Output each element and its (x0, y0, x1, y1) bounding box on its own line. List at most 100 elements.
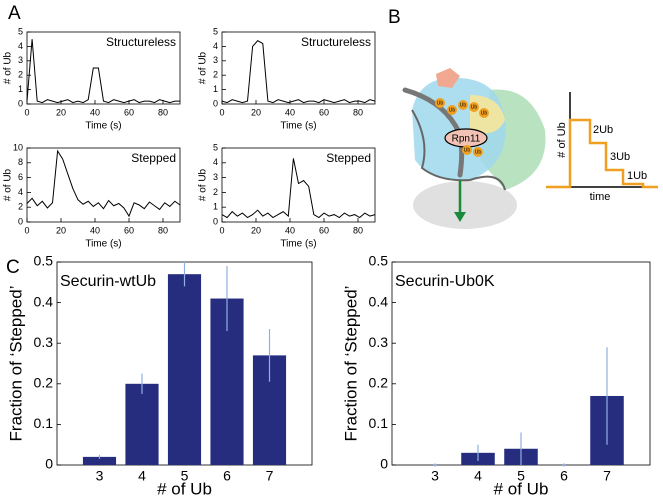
pink-subunit (436, 68, 460, 88)
x-tick-label: 0 (219, 107, 224, 117)
x-tick-label: 60 (319, 225, 329, 235)
ub-label: Ub (471, 104, 478, 110)
x-tick-label: 20 (56, 107, 66, 117)
y-tick-label: 0.5 (369, 253, 389, 269)
step-label: 2Ub (593, 124, 613, 136)
x-tick-label: 60 (124, 225, 134, 235)
trace-line (221, 158, 376, 219)
y-tick-label: 0 (213, 98, 218, 108)
plot-frame (221, 31, 376, 105)
x-tick-label: 60 (319, 107, 329, 117)
y-tick-label: 0.4 (34, 293, 54, 309)
y-tick-label: 0.3 (369, 334, 389, 350)
ub-circle (479, 108, 489, 118)
chart-label: Stepped (326, 151, 371, 165)
x-tick-label: 3 (431, 468, 439, 484)
y-tick-label: 4 (18, 41, 23, 51)
y-tick-label: 4 (213, 157, 218, 167)
y-tick-label: 5 (18, 26, 23, 36)
panel-label: B (388, 7, 401, 28)
x-axis-label: # of Ub (157, 479, 212, 496)
x-tick-label: 7 (603, 468, 611, 484)
ub-label: Ub (460, 102, 467, 108)
y-tick-label: 0.4 (369, 293, 389, 309)
y-axis-label: # of Ub (3, 51, 14, 84)
x-tick-label: 80 (353, 225, 363, 235)
y-axis-label: Fraction of ‘Stepped’ (6, 286, 25, 442)
x-tick-label: 7 (266, 468, 274, 484)
x-tick-label: 80 (353, 107, 363, 117)
x-tick-label: 80 (158, 107, 168, 117)
y-tick-label: 2 (213, 187, 218, 197)
y-tick-label: 0 (380, 456, 388, 472)
trace-line (26, 149, 181, 218)
x-axis-label: # of Ub (494, 479, 549, 496)
chart-label: Structureless (301, 35, 371, 49)
bar (125, 383, 159, 465)
y-tick-label: 0.2 (34, 375, 54, 391)
x-tick-label: 20 (56, 225, 66, 235)
y-tick-label: 5 (213, 26, 218, 36)
x-tick-label: 6 (560, 468, 568, 484)
ub-label: Ub (481, 110, 488, 116)
chart-label: Structureless (106, 35, 176, 49)
error-point (562, 463, 566, 467)
ub-circle (458, 100, 468, 110)
y-tick-label: 2 (18, 202, 23, 212)
step-trace (546, 118, 658, 189)
y-tick-label: 2 (18, 70, 23, 80)
y-axis-label: # of Ub (198, 168, 209, 201)
x-tick-label: 40 (285, 225, 295, 235)
y-tick-label: 6 (18, 172, 23, 182)
y-tick-label: 1 (18, 84, 23, 94)
x-axis-label: Time (s) (280, 121, 316, 132)
y-tick-label: 0 (18, 98, 23, 108)
ub-label: Ub (437, 100, 444, 106)
ub-circle (469, 102, 479, 112)
x-tick-label: 0 (24, 225, 29, 235)
chart-label: Securin-Ub0K (395, 273, 495, 290)
y-tick-label: 0 (213, 216, 218, 226)
x-tick-label: 5 (517, 468, 525, 484)
x-tick-label: 80 (158, 225, 168, 235)
x-tick-label: 6 (223, 468, 231, 484)
x-axis-label: time (590, 191, 611, 203)
y-axis-label: # of Ub (3, 168, 14, 201)
x-tick-label: 60 (124, 107, 134, 117)
chart-label: Securin-wtUb (60, 273, 156, 290)
x-axis-label: Time (s) (280, 239, 316, 250)
outline (411, 109, 506, 191)
substrate (402, 87, 465, 178)
x-axis-label: Time (s) (85, 239, 121, 250)
x-axis-label: Time (s) (85, 121, 121, 132)
y-axis-label: # of Ub (198, 51, 209, 84)
trace-line (221, 40, 376, 104)
step-label: 3Ub (610, 151, 630, 163)
ub-circle (447, 105, 457, 115)
y-tick-label: 1 (213, 202, 218, 212)
plot-frame (26, 147, 181, 223)
y-tick-label: 3 (18, 55, 23, 65)
panel-label: A (8, 3, 21, 24)
y-tick-label: 8 (18, 157, 23, 167)
y-tick-label: 0.2 (369, 375, 389, 391)
y-axis-label: # of Ub (556, 122, 568, 157)
y-axis-label: Fraction of ‘Stepped’ (341, 286, 360, 442)
step-schematic: # of Ub time 2Ub 3Ub 1Ub (546, 92, 658, 203)
y-tick-label: 0.1 (369, 415, 389, 431)
core-blob (413, 181, 517, 229)
panel-label: C (6, 257, 20, 278)
y-tick-label: 2 (213, 70, 218, 80)
bar (82, 456, 117, 465)
x-tick-label: 40 (90, 107, 100, 117)
x-tick-label: 0 (24, 107, 29, 117)
rpn11-label: Rpn11 (452, 134, 481, 145)
y-tick-label: 3 (213, 55, 218, 65)
ub-label: Ub (464, 147, 471, 153)
y-tick-label: 10 (13, 142, 23, 152)
ub-label: Ub (449, 107, 456, 113)
x-tick-label: 4 (138, 468, 146, 484)
x-tick-label: 0 (219, 225, 224, 235)
x-tick-label: 40 (90, 225, 100, 235)
